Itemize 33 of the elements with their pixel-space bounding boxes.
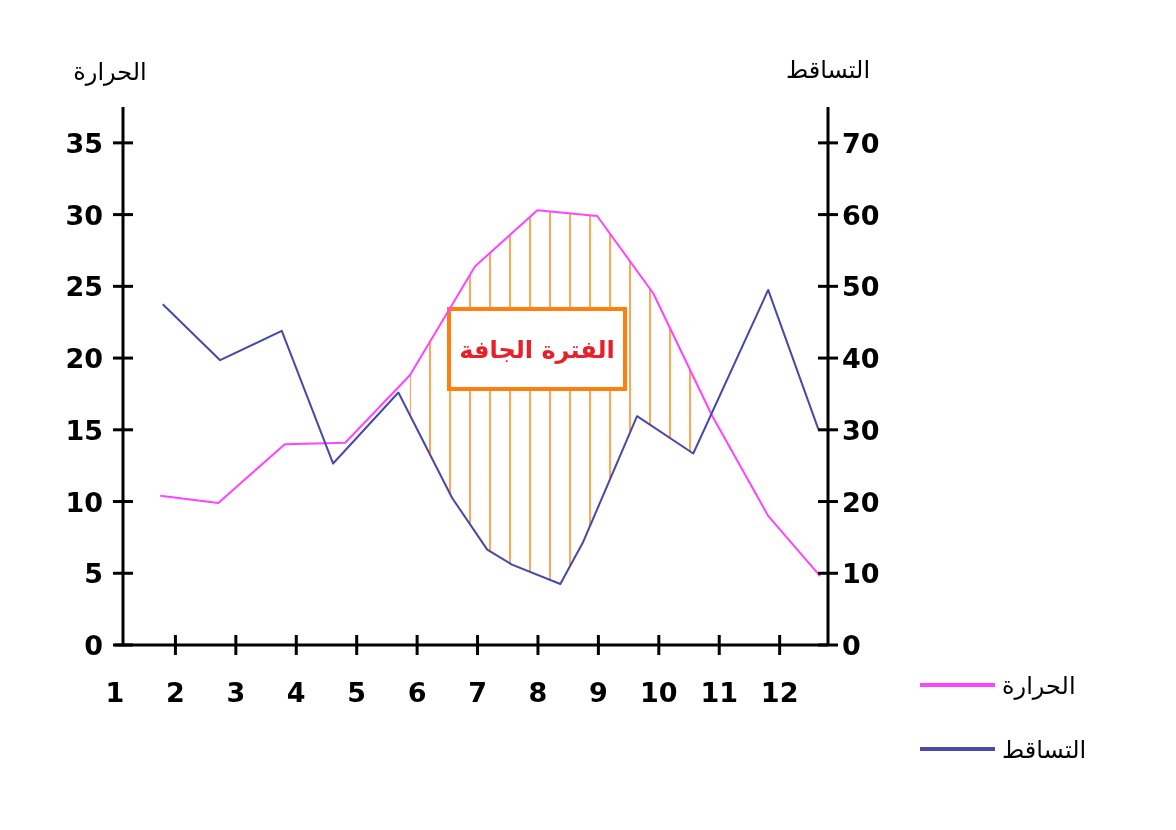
x-tick-label: 10	[640, 677, 678, 708]
band-label: الفترة الجافة	[459, 336, 615, 364]
x-tick-label: 5	[347, 677, 367, 708]
legend-label: الحرارة	[1002, 672, 1076, 700]
y2-axis-title: التساقط	[785, 56, 871, 84]
legend-label: التساقط	[1002, 736, 1087, 764]
y2-tick-label: 30	[842, 414, 880, 446]
y-tick-label: 25	[65, 271, 103, 303]
x-tick-label: 11	[700, 677, 739, 708]
y-tick-label: 0	[84, 630, 103, 661]
y-tick-label: 35	[65, 127, 103, 159]
x-tick-label: 1	[105, 677, 125, 708]
y2-tick-label: 60	[842, 199, 880, 231]
y-axis-title: الحرارة	[73, 58, 147, 86]
y2-tick-label: 0	[842, 630, 861, 661]
y-tick-label: 10	[65, 486, 103, 518]
y-tick-label: 30	[65, 199, 103, 231]
x-tick-label: 6	[407, 677, 427, 708]
y2-tick-label: 20	[842, 486, 880, 518]
y-tick-label: 20	[65, 343, 103, 375]
x-tick-label: 4	[286, 677, 306, 708]
y2-tick-label: 40	[842, 343, 880, 375]
x-tick-label: 12	[760, 677, 799, 708]
y2-tick-label: 10	[842, 558, 880, 590]
y2-tick-label: 50	[842, 271, 880, 303]
y-tick-label: 5	[84, 558, 103, 590]
x-tick-label: 7	[468, 677, 487, 708]
x-tick-label: 3	[226, 677, 246, 708]
x-tick-label: 9	[588, 677, 608, 708]
y-tick-label: 15	[65, 414, 103, 446]
x-tick-label: 8	[528, 677, 548, 708]
x-tick-label: 2	[166, 677, 185, 708]
y2-tick-label: 70	[842, 127, 880, 159]
